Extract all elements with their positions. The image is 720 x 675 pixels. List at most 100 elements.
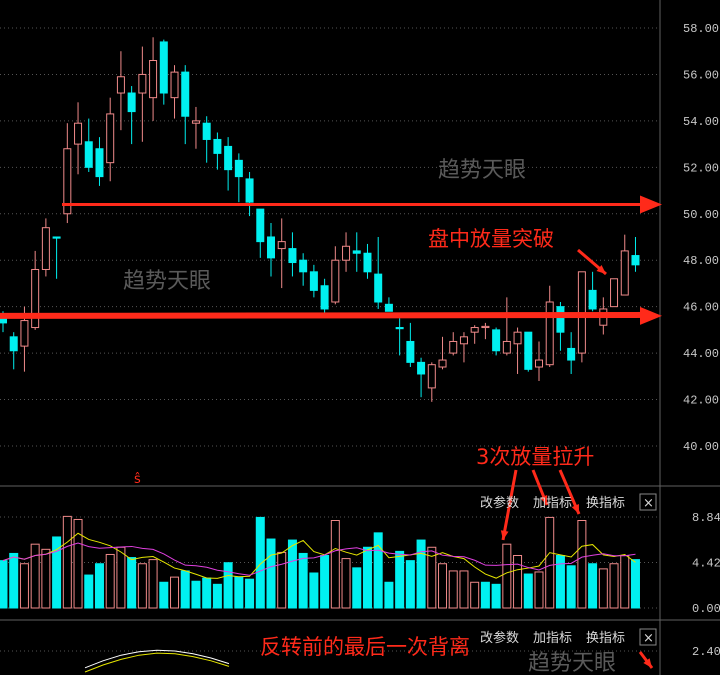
- volume-bar-down: [9, 552, 19, 609]
- volume-bar-down: [266, 538, 276, 609]
- candle-down: [588, 289, 597, 310]
- close-panel-button[interactable]: [639, 628, 657, 646]
- indicator-lines: [84, 649, 230, 673]
- volume-bar-up: [513, 555, 523, 609]
- candle-up: [41, 227, 50, 270]
- watermark: 趋势天眼: [528, 651, 616, 675]
- candle-down: [309, 271, 318, 291]
- volume-bar-down: [395, 550, 405, 609]
- price-tick-label: 46.00: [683, 301, 719, 315]
- add-indicator-button[interactable]: 加指标: [533, 631, 572, 646]
- volume-bar-down: [630, 559, 640, 609]
- change-params-button[interactable]: 改参数: [480, 630, 519, 646]
- price-tick-label: 44.00: [683, 347, 719, 361]
- volume-tick-label: 4.42: [692, 557, 720, 571]
- candle-up: [502, 340, 511, 354]
- volume-bar-up: [438, 563, 448, 609]
- volume-bar-up: [545, 516, 555, 609]
- volume-bar-down: [0, 560, 8, 609]
- change-params-button[interactable]: 改参数: [480, 495, 519, 511]
- volume-bar-down: [480, 581, 490, 609]
- volume-tick-label: 8.84: [692, 511, 720, 525]
- volume-bar-up: [427, 546, 437, 609]
- volume-bar-down: [298, 552, 308, 609]
- candle-down: [631, 255, 640, 266]
- volume-bar-down: [373, 532, 383, 609]
- candle-up: [481, 325, 490, 329]
- volume-bar-up: [170, 576, 180, 609]
- close-panel-button[interactable]: [639, 493, 657, 511]
- volume-bar-down: [523, 573, 533, 609]
- volume-bar-up: [470, 581, 480, 609]
- volume-bar-down: [416, 539, 426, 609]
- volume-bar-up: [116, 546, 126, 609]
- level-line: [0, 311, 649, 319]
- volume-bar-down: [202, 577, 212, 609]
- watermark: 趋势天眼: [438, 158, 526, 183]
- candle-down: [181, 71, 190, 117]
- volume-bar-down: [52, 536, 62, 609]
- volume-bar-up: [19, 563, 29, 609]
- candle-up: [545, 301, 554, 366]
- candle-up: [449, 340, 458, 354]
- volume-bar-down: [405, 560, 415, 609]
- volume-bar-up: [609, 563, 619, 609]
- volume-bar-down: [159, 581, 169, 609]
- volume-bar-down: [255, 516, 265, 609]
- candle-up: [342, 245, 351, 261]
- volume-bar-up: [620, 555, 630, 609]
- volume-bar-down: [180, 570, 190, 609]
- candle-down: [256, 208, 265, 243]
- candle-up: [277, 241, 286, 250]
- candle-down: [384, 303, 393, 312]
- close-icon: ×: [643, 496, 654, 511]
- candle-up: [116, 76, 125, 94]
- candle-down: [202, 122, 211, 140]
- candle-down: [95, 148, 104, 178]
- arrow-head: [596, 265, 606, 274]
- volume-bar-up: [534, 571, 544, 609]
- candle-down: [245, 178, 254, 203]
- price-tick-label: 50.00: [683, 208, 719, 222]
- volume-bar-up: [105, 553, 115, 609]
- annotation-arrow: [501, 469, 518, 541]
- indicator-panel-toolbar: 改参数 加指标 换指标 ×: [480, 628, 657, 646]
- add-indicator-button[interactable]: 加指标: [533, 496, 572, 511]
- volume-bar-up: [502, 543, 512, 609]
- candle-down: [127, 92, 136, 113]
- annotation-volume-push: 3次放量拉升: [476, 445, 594, 469]
- candle-up: [138, 73, 147, 94]
- candle-down: [234, 159, 243, 178]
- volume-bar-up: [62, 515, 72, 609]
- price-tick-label: 56.00: [683, 68, 719, 82]
- volume-bar-down: [555, 555, 565, 609]
- price-tick-label: 40.00: [683, 440, 719, 454]
- volume-bar-down: [352, 567, 362, 609]
- candle-up: [191, 120, 200, 124]
- volume-ma10-line: [2, 542, 636, 576]
- volume-bar-down: [320, 555, 330, 609]
- switch-indicator-button[interactable]: 换指标: [586, 496, 625, 511]
- candle-down: [567, 347, 576, 361]
- candle-down: [288, 248, 297, 264]
- volume-bar-down: [384, 581, 394, 609]
- candle-up: [74, 122, 83, 145]
- price-tick-label: 54.00: [683, 115, 719, 129]
- candle-up: [63, 148, 72, 215]
- candle-down: [352, 250, 361, 254]
- volume-tick-label: 0.00: [692, 602, 720, 616]
- volume-bar-down: [566, 565, 576, 609]
- volume-bar-up: [148, 559, 158, 609]
- volume-bar-down: [588, 563, 598, 609]
- volume-bar-up: [137, 563, 147, 609]
- switch-indicator-button[interactable]: 换指标: [586, 631, 625, 646]
- arrow-head: [571, 504, 579, 514]
- candle-up: [170, 71, 179, 99]
- candle-down: [320, 285, 329, 310]
- volume-bar-down: [287, 539, 297, 609]
- volume-bar-up: [73, 518, 83, 609]
- volume-bar-up: [330, 520, 340, 609]
- candle-down: [406, 340, 415, 363]
- volume-bar-up: [448, 570, 458, 609]
